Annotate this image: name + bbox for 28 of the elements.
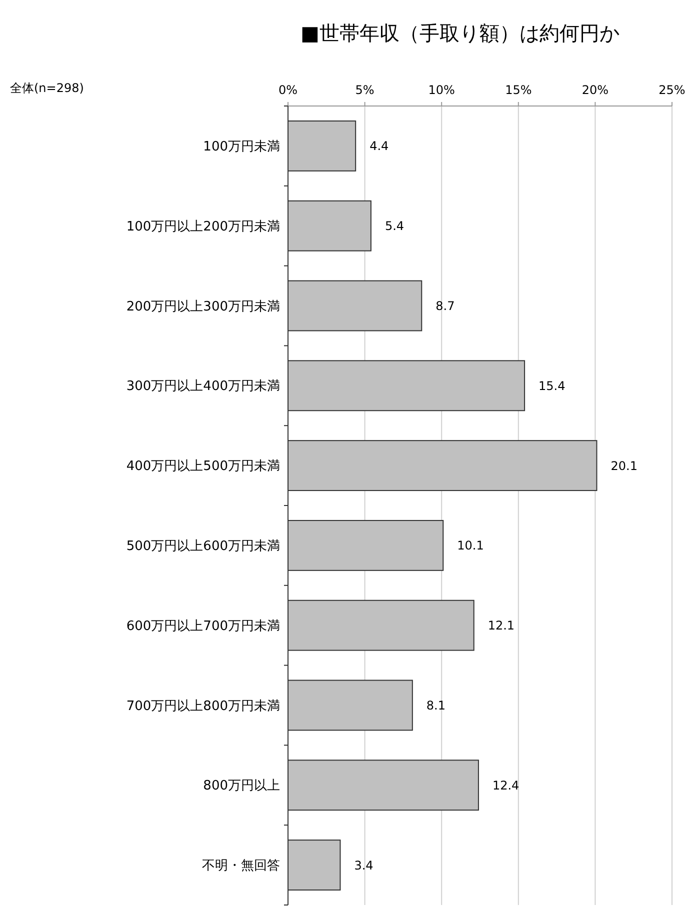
y-tick-label: 400万円以上500万円未満 xyxy=(126,459,280,474)
data-label: 12.4 xyxy=(492,778,520,792)
y-tick-label: 300万円以上400万円未満 xyxy=(126,379,280,394)
data-label: 12.1 xyxy=(488,618,515,633)
y-axis-title: 全体(n=298) xyxy=(10,81,84,95)
x-tick-label: 20% xyxy=(582,83,609,97)
data-label: 8.1 xyxy=(426,698,446,712)
y-tick-label: 不明・無回答 xyxy=(202,858,280,874)
y-tick-label: 500万円以上600万円未満 xyxy=(126,539,280,554)
data-label: 8.7 xyxy=(436,298,455,313)
data-label: 15.4 xyxy=(538,378,566,393)
y-tick-label: 100万円以上200万円未満 xyxy=(126,219,280,234)
x-tick-label: 0% xyxy=(278,83,298,97)
x-tick-label: 10% xyxy=(428,83,455,97)
y-tick-label: 800万円以上 xyxy=(203,778,280,794)
y-tick-label: 600万円以上700万円未満 xyxy=(126,618,280,634)
chart-title: ■世帯年収（手取り額）は約何円か xyxy=(300,21,620,45)
data-label: 4.4 xyxy=(370,139,389,154)
y-tick-label: 100万円未満 xyxy=(203,140,280,154)
data-label: 3.4 xyxy=(354,858,374,872)
y-tick-label: 700万円以上800万円未満 xyxy=(126,698,280,714)
data-label: 5.4 xyxy=(384,219,404,234)
x-tick-label: 25% xyxy=(658,83,686,97)
x-tick-label: 15% xyxy=(505,83,532,97)
data-label: 20.1 xyxy=(610,458,638,473)
x-tick-label: 5% xyxy=(355,83,374,97)
y-tick-label: 200万円以上300万円未満 xyxy=(126,299,280,314)
data-label: 10.1 xyxy=(457,538,484,553)
